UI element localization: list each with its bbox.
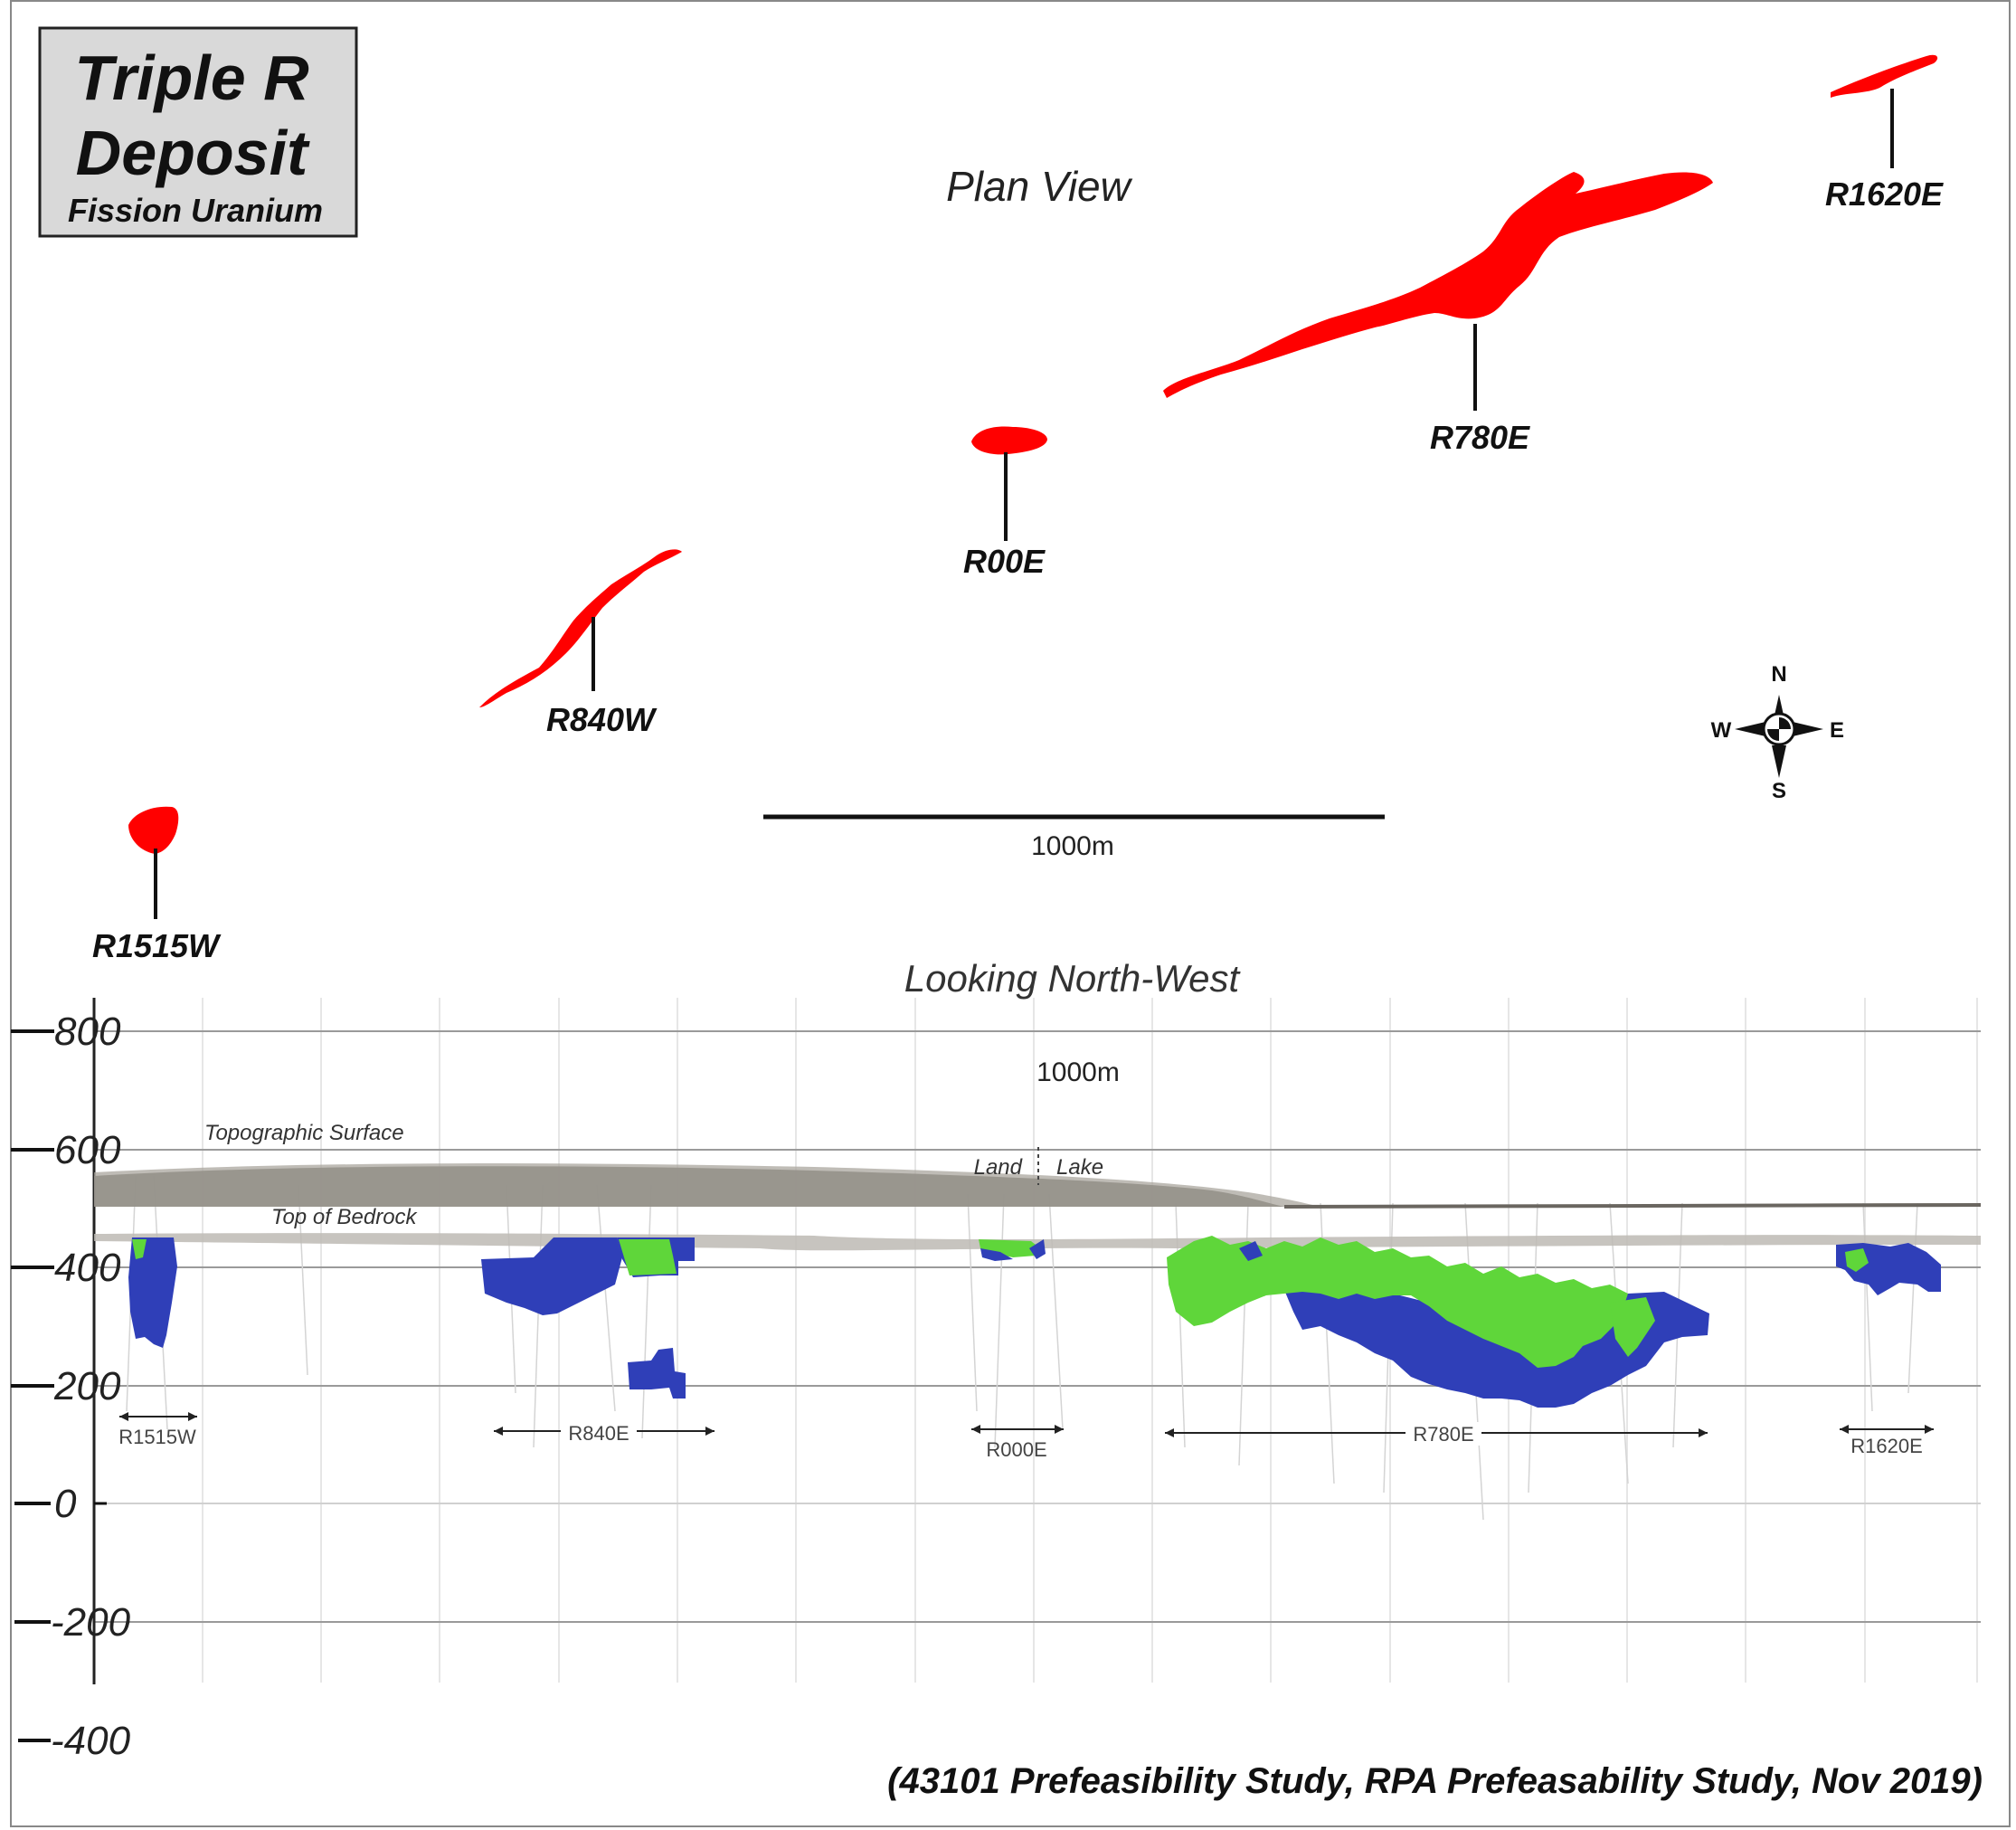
- compass-quadrant: [1779, 717, 1791, 729]
- tick-label: 0: [54, 1482, 77, 1526]
- section-orebody-r000e: [979, 1239, 1046, 1261]
- low-grade-zone: [1167, 1236, 1628, 1368]
- zone-label: R00E: [963, 543, 1046, 580]
- compass-quadrant: [1767, 729, 1779, 741]
- plan-zone-r1515w: R1515W: [92, 806, 222, 964]
- section-orebody-r840e: [481, 1237, 695, 1399]
- title-box: Triple R Deposit Fission Uranium: [38, 26, 358, 238]
- span-label: R000E: [986, 1438, 1046, 1461]
- span-arrow-right: [1055, 1425, 1064, 1434]
- compass-rose: N S W E: [1711, 662, 1844, 803]
- span-arrow-right: [1925, 1425, 1934, 1434]
- span-label: R780E: [1413, 1423, 1473, 1446]
- span-arrow-left: [1165, 1428, 1174, 1437]
- span-r1620e: R1620E: [1840, 1425, 1934, 1457]
- span-label: R840E: [568, 1422, 629, 1445]
- lake-label: Lake: [1056, 1155, 1103, 1180]
- tick-label: -200: [51, 1600, 131, 1645]
- drill-trace: [298, 1184, 308, 1376]
- high-grade-zone: [1239, 1241, 1263, 1261]
- title-line-1: Triple R: [74, 43, 309, 113]
- section-orebody-r1515w: [128, 1237, 177, 1348]
- span-r840e: R840E: [494, 1420, 715, 1445]
- topographic-surface-label: Topographic Surface: [204, 1121, 404, 1145]
- tick-label: -400: [51, 1719, 131, 1763]
- span-arrow-left: [119, 1412, 128, 1421]
- span-r000e: R000E: [971, 1425, 1064, 1461]
- compass-n: N: [1771, 662, 1786, 687]
- topographic-surface-line: [1283, 1203, 1982, 1209]
- elevation-ticks: 800 600 400 200 0 -200 -400: [11, 1010, 131, 1763]
- source-note: (43101 Prefeasibility Study, RPA Prefeas…: [887, 1761, 1983, 1801]
- compass-point-west: [1735, 722, 1765, 736]
- drill-trace: [1048, 1193, 1064, 1430]
- compass-e: E: [1830, 718, 1844, 743]
- span-arrow-left: [971, 1425, 980, 1434]
- low-grade-zone: [1610, 1297, 1655, 1357]
- orebody-shape: [128, 806, 179, 854]
- plan-zone-r780e: R780E: [1163, 172, 1713, 456]
- drill-trace: [641, 1184, 652, 1439]
- high-grade-zone: [1029, 1239, 1046, 1259]
- zone-spans: R1515W R840E R000E R780E R1620E: [118, 1412, 1934, 1461]
- section-view-heading: Looking North-West: [904, 957, 1242, 1000]
- topographic-surface-light: [94, 1163, 1981, 1207]
- span-arrow-right: [1699, 1428, 1708, 1437]
- section-orebody-r780e: [1167, 1236, 1709, 1408]
- drill-trace: [533, 1184, 544, 1448]
- zone-label: R1515W: [92, 927, 222, 964]
- high-grade-zone: [628, 1348, 686, 1399]
- plan-zone-r00e: R00E: [963, 426, 1047, 580]
- top-of-bedrock-label: Top of Bedrock: [271, 1205, 419, 1229]
- drill-trace: [994, 1193, 1005, 1448]
- zone-label: R1620E: [1825, 175, 1944, 213]
- span-r1515w: R1515W: [118, 1412, 197, 1448]
- drill-trace: [967, 1193, 978, 1412]
- title-line-2: Deposit: [76, 118, 310, 188]
- tick-label: 200: [53, 1364, 121, 1408]
- low-grade-zone: [619, 1239, 677, 1275]
- tick-label: 600: [54, 1128, 121, 1172]
- high-grade-zone: [980, 1248, 1013, 1261]
- span-label: R1515W: [118, 1426, 196, 1448]
- span-label-bg: [561, 1420, 637, 1444]
- plan-scale-label: 1000m: [1031, 831, 1114, 861]
- span-label: R1620E: [1850, 1435, 1923, 1457]
- orebody-shape: [971, 426, 1047, 455]
- span-label-bg: [1406, 1422, 1481, 1446]
- figure-border: [10, 0, 2011, 1827]
- span-arrow-right: [705, 1427, 715, 1436]
- section-grid: [92, 998, 1981, 1684]
- land-label: Land: [974, 1155, 1023, 1180]
- high-grade-zone: [128, 1237, 177, 1348]
- span-r780e: R780E: [1165, 1422, 1708, 1446]
- plan-view-heading: Plan View: [946, 163, 1133, 210]
- zone-label: R840W: [546, 701, 658, 738]
- drill-trace: [1907, 1202, 1918, 1394]
- plan-zone-r1620e: R1620E: [1825, 54, 1944, 213]
- compass-s: S: [1772, 779, 1786, 803]
- section-orebody-r1620e: [1836, 1243, 1941, 1295]
- low-grade-zone: [1845, 1248, 1869, 1272]
- span-arrow-left: [1840, 1425, 1849, 1434]
- orebody-shape: [1831, 54, 1938, 98]
- compass-point-east: [1793, 722, 1823, 736]
- plan-zone-r840w: R840W: [479, 549, 682, 738]
- compass-point-south: [1772, 745, 1786, 778]
- drill-trace: [596, 1184, 616, 1412]
- orebody-shape: [1163, 172, 1713, 398]
- span-arrow-right: [188, 1412, 197, 1421]
- high-grade-zone: [481, 1237, 622, 1315]
- compass-w: W: [1711, 718, 1732, 743]
- section-scale-label: 1000m: [1036, 1057, 1120, 1087]
- zone-label: R780E: [1430, 419, 1530, 456]
- company-name: Fission Uranium: [68, 192, 323, 229]
- orebody-shape: [479, 549, 682, 707]
- tick-label: 800: [54, 1010, 121, 1054]
- span-arrow-left: [494, 1427, 503, 1436]
- title-box-frame: [38, 26, 358, 238]
- low-grade-zone: [132, 1239, 147, 1259]
- tick-label: 400: [54, 1246, 121, 1290]
